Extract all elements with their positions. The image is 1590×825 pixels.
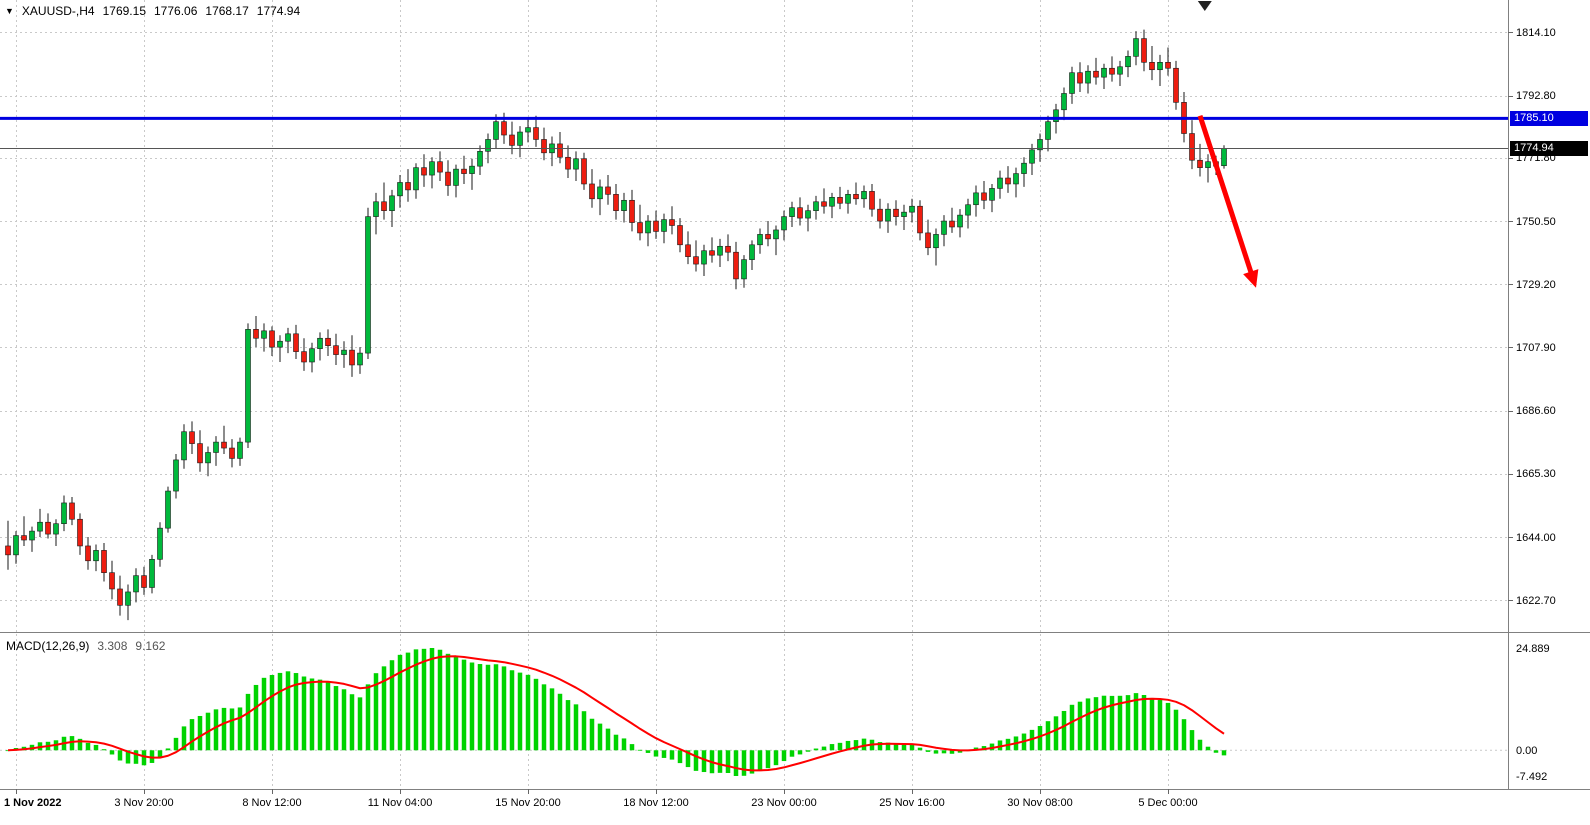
price-axis-label: 1644.00 [1516,531,1556,544]
ohlc-low-value: 1768.17 [205,4,249,18]
macd-main-value: 3.308 [97,639,128,653]
price-axis-label: 1814.10 [1516,26,1556,39]
resistance-price-badge: 1785.10 [1510,110,1588,126]
time-axis-label[interactable]: 3 Nov 20:00 [114,797,174,809]
time-axis-label[interactable]: 5 Dec 00:00 [1138,797,1198,809]
macd-indicator-label: MACD(12,26,9) 3.308 9.162 [6,639,165,653]
grid-lines [0,0,1508,788]
macd-signal-value: 9.162 [135,639,166,653]
time-axis-label[interactable]: 30 Nov 08:00 [1007,797,1073,809]
time-axis-label[interactable]: 15 Nov 20:00 [495,797,561,809]
symbol-timeframe-label: XAUUSD-,H4 [21,4,95,18]
trend-arrow-annotation[interactable] [1197,114,1259,288]
candles-layer [5,29,1227,621]
macd-scale-zero-label: 0.00 [1516,744,1538,757]
price-axis-label: 1622.70 [1516,594,1556,607]
macd-scale-max-label: 24.889 [1516,642,1550,655]
price-axis-label: 1665.30 [1516,468,1556,481]
current-price-badge: 1774.94 [1510,141,1588,157]
price-axis-label: 1750.50 [1516,215,1556,228]
one-click-trading-toggle-icon[interactable]: ▼ [5,5,14,16]
ohlc-high-value: 1776.06 [154,4,198,18]
price-axis-label: 1686.60 [1516,405,1556,418]
macd-name: MACD(12,26,9) [6,639,90,653]
price-axis-label: 1707.90 [1516,341,1556,354]
ohlc-open-value: 1769.15 [102,4,146,18]
macd-histogram [5,648,1227,776]
chart-header: ▼ XAUUSD-,H4 1769.15 1776.06 1768.17 177… [5,4,300,18]
pane-separators [0,0,1590,790]
price-axis-label: 1792.80 [1516,90,1556,103]
axis-ticks [16,32,1513,794]
chart-shift-marker-icon[interactable] [1197,1,1212,11]
ohlc-close-value: 1774.94 [256,4,301,18]
time-axis-label[interactable]: 1 Nov 2022 [4,797,62,809]
time-axis-label[interactable]: 25 Nov 16:00 [879,797,945,809]
macd-scale-min-label: -7.492 [1516,770,1548,783]
time-axis-label[interactable]: 23 Nov 00:00 [751,797,817,809]
time-axis-label[interactable]: 8 Nov 12:00 [242,797,302,809]
macd-signal-line [7,655,1225,772]
time-axis-label[interactable]: 18 Nov 12:00 [623,797,689,809]
price-axis-label: 1729.20 [1516,278,1556,291]
time-axis-label[interactable]: 11 Nov 04:00 [367,797,433,809]
